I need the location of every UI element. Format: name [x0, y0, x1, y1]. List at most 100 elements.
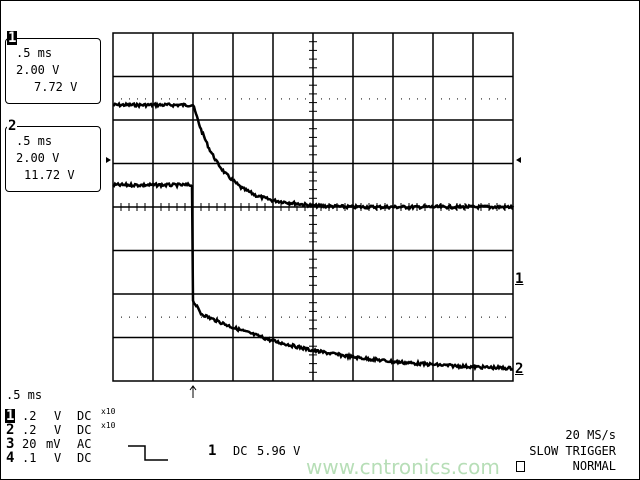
reference-dot — [345, 98, 346, 100]
ch1-offset: 7.72 V — [34, 80, 78, 94]
reference-dot — [465, 98, 466, 100]
right-level-marker-icon — [516, 157, 521, 163]
ch2-volts-div: 2.00 V — [16, 151, 60, 165]
reference-dot — [201, 98, 202, 100]
reference-dot — [257, 316, 258, 318]
reference-dot — [249, 316, 250, 318]
reference-dot — [129, 98, 130, 100]
ch2-id: 2 — [6, 422, 15, 438]
reference-dot — [441, 316, 442, 318]
ch2-coupling: DC — [77, 423, 92, 437]
ch1-timebase: .5 ms — [16, 46, 53, 60]
ch2-scale: .2 — [22, 423, 37, 437]
reference-dot — [137, 98, 138, 100]
reference-dot — [425, 98, 426, 100]
trace-2-marker: 2 — [515, 361, 524, 377]
trace-2 — [112, 180, 514, 372]
reference-dot — [145, 98, 146, 100]
reference-dot — [225, 98, 226, 100]
reference-dot — [161, 316, 162, 318]
ch1-id: 1 — [5, 408, 16, 424]
reference-dot — [401, 316, 402, 318]
reference-dot — [489, 316, 490, 318]
reference-dot — [361, 98, 362, 100]
ch2-timebase: .5 ms — [16, 134, 53, 148]
ch4-unit: V — [54, 451, 62, 465]
reference-dot — [249, 98, 250, 100]
reference-dot — [481, 316, 482, 318]
ch2-unit: V — [54, 423, 62, 437]
reference-dot — [297, 98, 298, 100]
trace-1-marker: 1 — [515, 271, 524, 287]
reference-dot — [329, 98, 330, 100]
reference-dot — [121, 98, 122, 100]
reference-dot — [241, 316, 242, 318]
reference-dot — [265, 316, 266, 318]
reference-dot — [305, 98, 306, 100]
reference-dot — [169, 316, 170, 318]
ch4-coupling: DC — [77, 451, 92, 465]
reference-dot — [321, 98, 322, 100]
reference-dot — [265, 98, 266, 100]
reference-dot — [417, 316, 418, 318]
ch1-probe: x10 — [101, 407, 116, 416]
channel-2-box: .5 ms 2.00 V 11.72 V — [5, 126, 101, 192]
ch2-offset: 11.72 V — [24, 168, 75, 182]
trace-1 — [112, 101, 515, 211]
ch3-coupling: AC — [77, 437, 92, 451]
reference-dot — [217, 98, 218, 100]
reference-dot — [201, 316, 202, 318]
reference-dot — [369, 98, 370, 100]
reference-dot — [369, 316, 370, 318]
trigger-level: 5.96 V — [257, 444, 301, 458]
reference-dot — [441, 98, 442, 100]
reference-dot — [289, 98, 290, 100]
reference-dot — [489, 98, 490, 100]
reference-dot — [457, 316, 458, 318]
ch4-id: 4 — [6, 450, 15, 466]
reference-dot — [289, 316, 290, 318]
reference-dot — [497, 98, 498, 100]
reference-dot — [241, 98, 242, 100]
reference-dot — [161, 98, 162, 100]
reference-dot — [217, 316, 218, 318]
reference-dot — [409, 98, 410, 100]
reference-dot — [377, 98, 378, 100]
reference-dot — [401, 98, 402, 100]
channel-1-box: .5 ms 2.00 V 7.72 V — [5, 38, 101, 104]
reference-dot — [425, 316, 426, 318]
reference-dot — [169, 98, 170, 100]
reference-dot — [505, 316, 506, 318]
reference-dot — [209, 98, 210, 100]
ch3-id: 3 — [6, 436, 15, 452]
ch1-unit: V — [54, 409, 62, 423]
reference-dot — [385, 316, 386, 318]
ch4-scale: .1 — [22, 451, 37, 465]
watermark: www.cntronics.com — [306, 455, 500, 479]
reference-dot — [457, 98, 458, 100]
trigger-coupling: DC — [233, 444, 248, 458]
ch1-scale: .2 — [22, 409, 37, 423]
trigger-arrow-head — [189, 385, 197, 391]
falling-edge-icon — [128, 445, 168, 461]
checkbox-icon — [516, 461, 525, 472]
reference-dot — [297, 316, 298, 318]
reference-dot — [377, 316, 378, 318]
reference-dot — [497, 316, 498, 318]
ch3-unit: mV — [46, 437, 61, 451]
reference-dot — [257, 98, 258, 100]
trigger-source: 1 — [208, 443, 217, 459]
reference-dot — [321, 316, 322, 318]
reference-dot — [417, 98, 418, 100]
reference-dot — [177, 98, 178, 100]
reference-dot — [329, 316, 330, 318]
reference-dot — [225, 316, 226, 318]
reference-dot — [465, 316, 466, 318]
acquisition-mode: NORMAL — [572, 459, 616, 473]
trigger-mode: SLOW TRIGGER — [529, 444, 616, 458]
reference-dot — [409, 316, 410, 318]
reference-dot — [185, 98, 186, 100]
reference-dot — [145, 316, 146, 318]
ch1-coupling: DC — [77, 409, 92, 423]
